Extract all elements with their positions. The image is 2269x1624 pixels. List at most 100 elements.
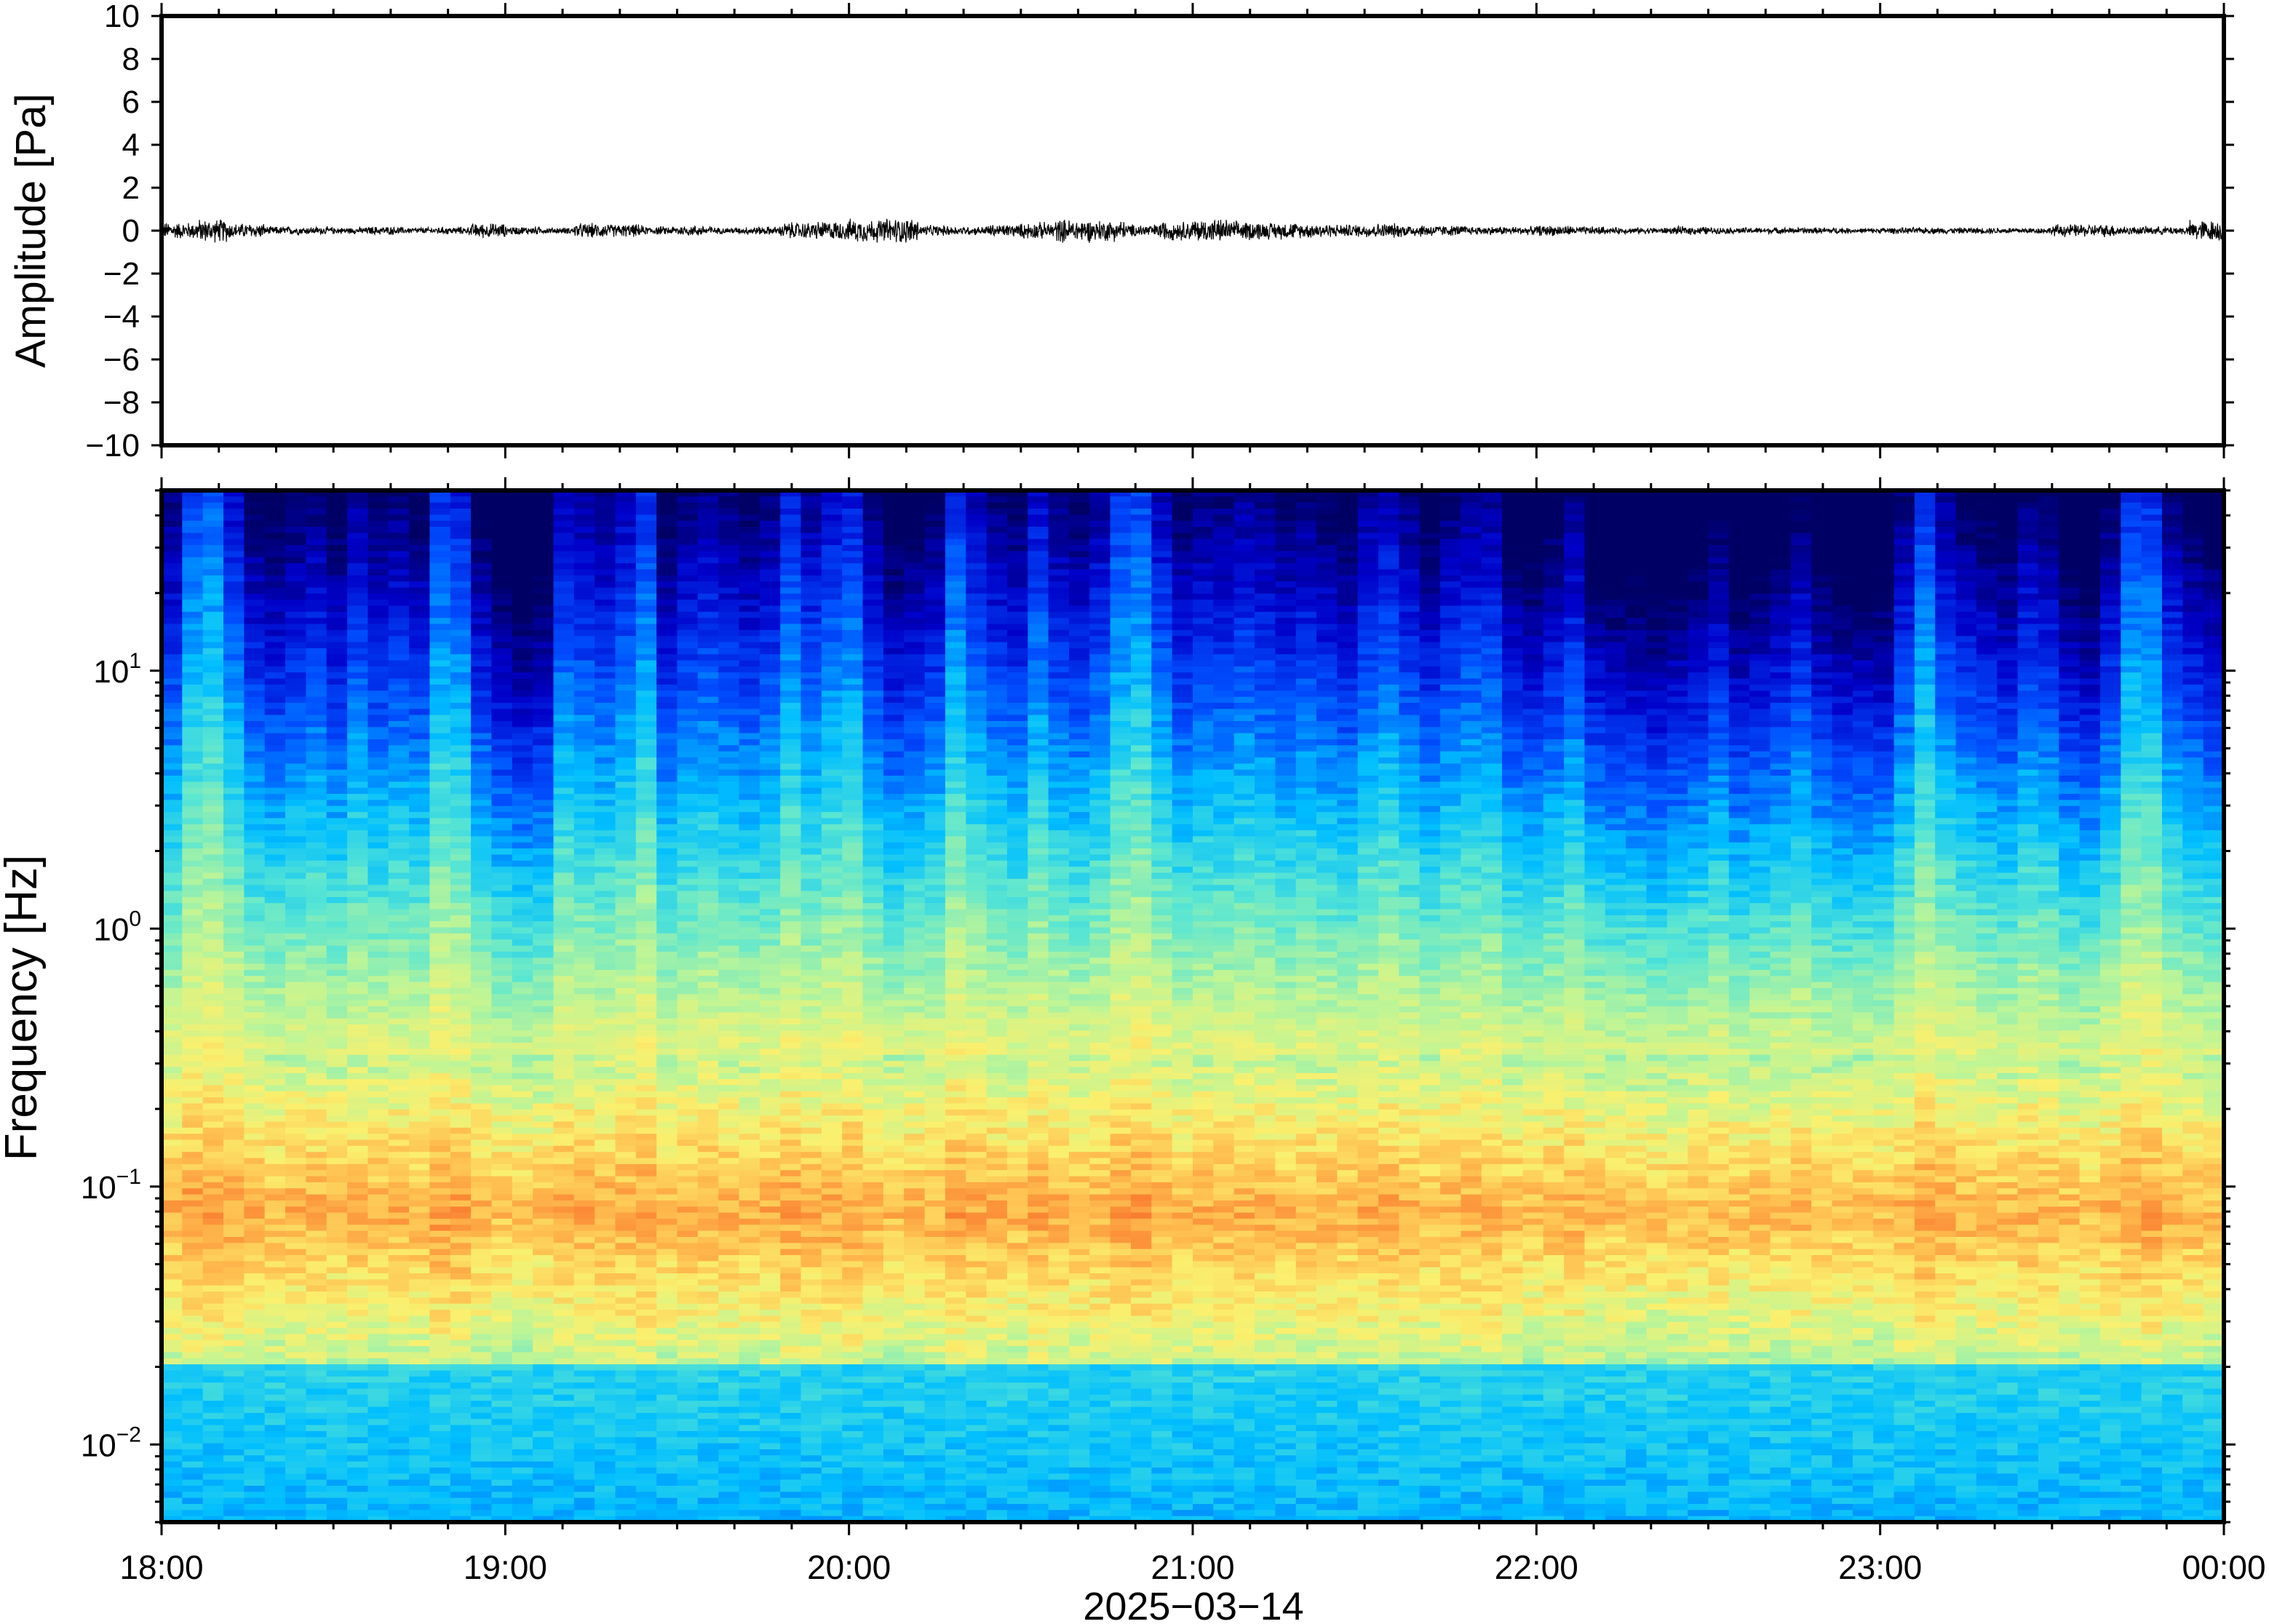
spectrogram-cell — [223, 1291, 245, 1298]
spectrogram-cell — [635, 1230, 657, 1238]
spectrogram-cell — [306, 1188, 327, 1195]
spectrogram-cell — [615, 1103, 637, 1110]
spectrogram-cell — [285, 1152, 306, 1159]
spectrogram-cell — [512, 1419, 533, 1426]
spectrogram-cell — [553, 1449, 575, 1456]
spectrogram-cell — [471, 927, 492, 934]
spectrogram-cell — [491, 970, 513, 976]
spectrogram-cell — [326, 1352, 348, 1359]
spectrogram-cell — [285, 1103, 306, 1110]
spectrogram-cell — [739, 958, 760, 965]
spectrogram-cell — [347, 533, 368, 540]
spectrogram-cell — [595, 648, 616, 655]
spectrogram-cell — [512, 763, 533, 771]
spectrogram-cell — [656, 1145, 678, 1153]
spectrogram-cell — [656, 1048, 678, 1056]
spectrogram-cell — [718, 1473, 740, 1481]
spectrogram-cell — [285, 611, 306, 618]
spectrogram-cell — [264, 1401, 286, 1408]
spectrogram-cell — [615, 860, 637, 867]
spectrogram-cell — [595, 1303, 616, 1310]
spectrogram-cell — [162, 1285, 183, 1292]
spectrogram-cell — [264, 715, 286, 722]
spectrogram-cell — [635, 502, 657, 509]
spectrogram-cell — [409, 1243, 430, 1250]
spectrogram-cell — [533, 520, 554, 528]
spectrogram-cell — [615, 1163, 637, 1171]
spectrogram-cell — [285, 1364, 306, 1371]
spectrogram-cell — [347, 1315, 368, 1323]
spectrogram-cell — [244, 496, 266, 503]
spectrogram-cell — [264, 690, 286, 698]
spectrogram-cell — [491, 1225, 513, 1232]
spectrogram-cell — [162, 1103, 183, 1110]
spectrogram-cell — [573, 1127, 595, 1134]
spectrogram-cell — [491, 629, 513, 637]
spectrogram-cell — [697, 611, 719, 618]
waveform-y-axis-label: Amplitude [Pa] — [7, 93, 55, 367]
spectrogram-cell — [739, 575, 760, 582]
spectrogram-cell — [285, 1412, 306, 1420]
spectrogram-cell — [573, 1109, 595, 1116]
spectrogram-cell — [264, 1176, 286, 1183]
spectrogram-cell — [244, 1182, 266, 1189]
spectrogram-cell — [697, 605, 719, 613]
spectrogram-cell — [573, 1230, 595, 1238]
spectrogram-cell — [326, 824, 348, 831]
spectrogram-cell — [677, 945, 699, 952]
spectrogram-cell — [162, 1243, 183, 1250]
spectrogram-cell — [285, 1346, 306, 1353]
spectrogram-cell — [223, 763, 245, 771]
spectrogram-cell — [739, 593, 760, 600]
spectrogram-cell — [656, 1067, 678, 1074]
spectrogram-cell — [202, 1188, 224, 1195]
spectrogram-cell — [367, 745, 389, 752]
spectrogram-cell — [739, 842, 760, 849]
spectrogram-cell — [677, 891, 699, 898]
spectrogram-cell — [388, 836, 410, 843]
spectrogram-cell — [739, 611, 760, 618]
spectrogram-cell — [533, 1425, 554, 1432]
spectrogram-cell — [718, 1255, 740, 1262]
spectrogram-cell — [512, 1230, 533, 1238]
spectrogram-cell — [326, 988, 348, 995]
spectrogram-cell — [656, 593, 678, 600]
spectrogram-cell — [162, 836, 183, 843]
spectrogram-cell — [697, 1352, 719, 1359]
spectrogram-cell — [533, 800, 554, 807]
spectrogram-cell — [491, 1473, 513, 1481]
spectrogram-cell — [718, 709, 740, 716]
spectrogram-cell — [471, 994, 492, 1001]
spectrogram-cell — [244, 575, 266, 582]
spectrogram-cell — [347, 1334, 368, 1341]
spectrogram-cell — [533, 1163, 554, 1171]
spectrogram-cell — [697, 702, 719, 709]
spectrogram-cell — [285, 1401, 306, 1408]
spectrogram-cell — [202, 672, 224, 680]
spectrogram-cell — [656, 1237, 678, 1243]
spectrogram-cell — [409, 805, 430, 813]
spectrogram-cell — [182, 963, 204, 971]
spectrogram-cell — [347, 1072, 368, 1080]
spectrogram-cell — [223, 751, 245, 758]
spectrogram-cell — [367, 1382, 389, 1390]
spectrogram-cell — [553, 757, 575, 764]
spectrogram-cell — [388, 1091, 410, 1098]
spectrogram-cell — [615, 776, 637, 782]
spectrogram-cell — [471, 678, 492, 685]
spectrogram-cell — [595, 776, 616, 782]
spectrogram-cell — [595, 921, 616, 928]
spectrogram-cell — [656, 824, 678, 831]
spectrogram-cell — [512, 1036, 533, 1043]
spectrogram-cell — [244, 1091, 266, 1098]
spectrogram-cell — [697, 1079, 719, 1086]
spectrogram-cell — [615, 1261, 637, 1268]
spectrogram-cell — [512, 1079, 533, 1086]
spectrogram-cell — [202, 1303, 224, 1310]
spectrogram-cell — [739, 1012, 760, 1019]
spectrogram-cell — [471, 721, 492, 728]
spectrogram-cell — [306, 1430, 327, 1438]
spectrogram-cell — [656, 1273, 678, 1280]
spectrogram-cell — [162, 1079, 183, 1086]
spectrogram-cell — [306, 1115, 327, 1122]
